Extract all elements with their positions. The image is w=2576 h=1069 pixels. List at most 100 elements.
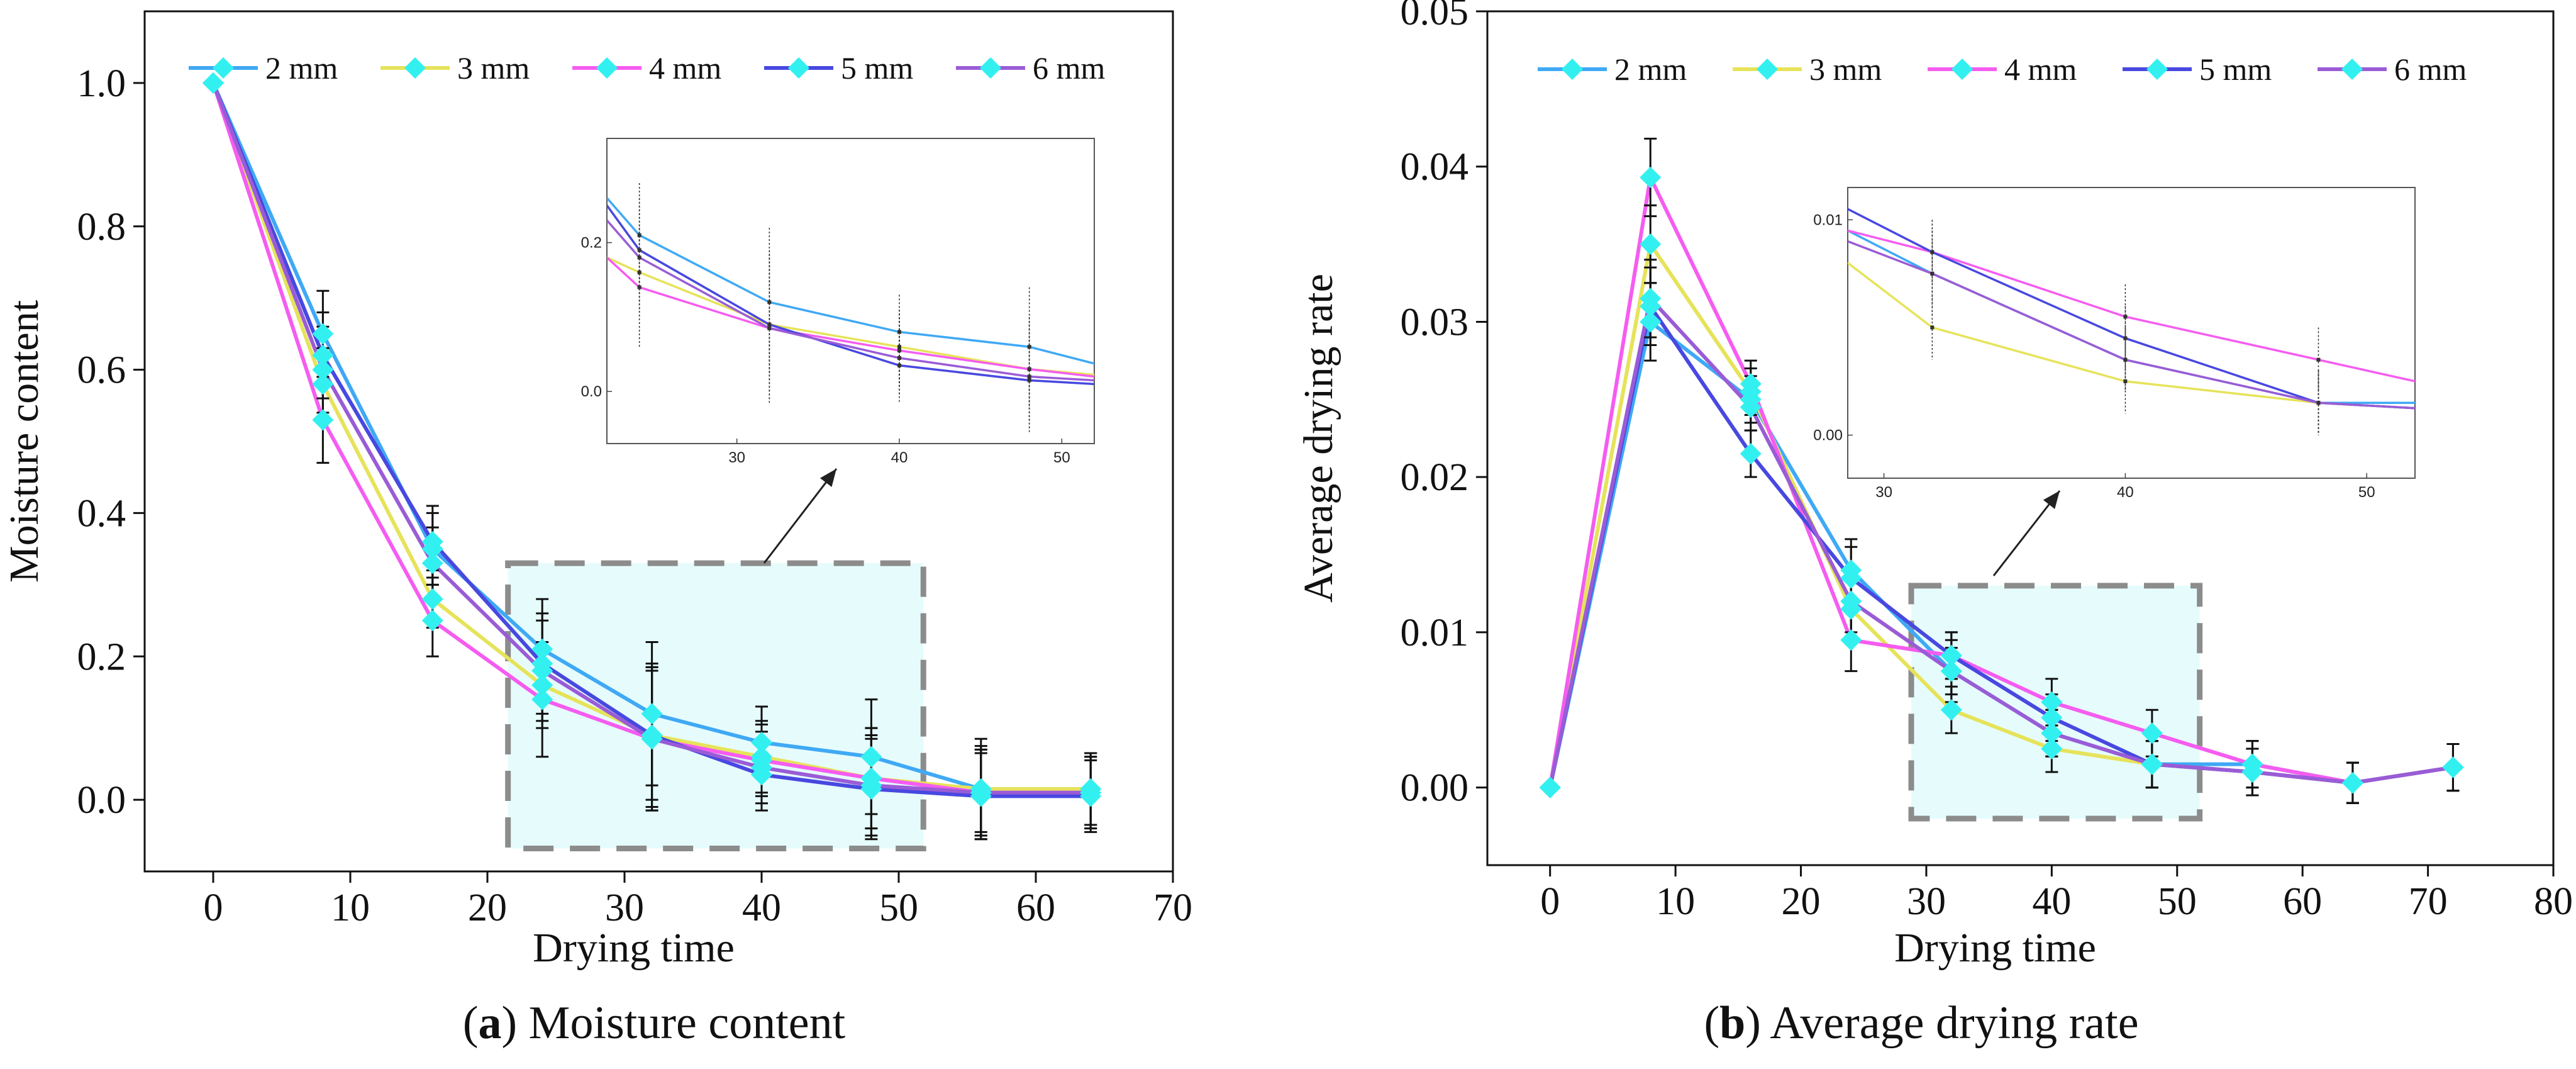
zoom-arrow-b <box>1992 490 2061 576</box>
x-tick-label-b: 50 <box>2158 880 2197 923</box>
y-tick-label-a: 0.0 <box>77 779 126 822</box>
inset-plot-b <box>1848 208 2415 435</box>
legend-label-a-5-mm: 5 mm <box>841 50 913 86</box>
data-point-b-2-mm <box>1640 311 1662 333</box>
inset-point-a-5-mm <box>1027 378 1031 383</box>
y-axis-title-b: Average drying rate <box>1296 274 1341 603</box>
y-tick-label-a: 0.6 <box>77 349 126 392</box>
inset-point-a-4-mm <box>897 349 901 353</box>
inset-point-a-4-mm <box>637 285 641 289</box>
y-tick-label-b: 0.00 <box>1401 767 1469 810</box>
data-point-b-3-mm <box>1940 699 1962 721</box>
inset-point-b-6-mm <box>2123 357 2128 362</box>
inset-x-tick-label-b: 30 <box>1875 484 1892 501</box>
inset-point-a-6-mm <box>897 355 901 360</box>
x-tick-label-a: 50 <box>879 887 918 929</box>
zoom-arrow-head-a <box>819 469 836 488</box>
data-point-b-6-mm <box>2041 722 2063 744</box>
data-point-a-2-mm <box>531 638 553 660</box>
legend-label-b-6-mm: 6 mm <box>2394 52 2467 87</box>
data-point-b-4-mm <box>2141 722 2163 744</box>
data-point-a-4-mm <box>312 409 334 431</box>
inset-y-tick-label-b: 0.01 <box>1813 211 1843 228</box>
inset-x-tick-label-a: 40 <box>891 449 908 466</box>
data-point-b-6-mm <box>1940 660 1962 682</box>
inset-x-tick-label-b: 50 <box>2358 484 2375 501</box>
inset-b: 30 40 50 0.00 0.01 <box>1813 187 2416 501</box>
legend-label-a-6-mm: 6 mm <box>1033 50 1105 86</box>
data-point-b-6-mm <box>2141 753 2163 775</box>
x-tick-label-b: 20 <box>1782 880 1821 923</box>
data-point-a-5-mm <box>421 530 443 552</box>
data-point-a-4-mm <box>531 688 553 710</box>
inset-y-tick-label-a: 0.2 <box>581 235 602 252</box>
caption-b-text: Average drying rate <box>1761 997 2139 1049</box>
legend-marker-b-2-mm <box>1562 59 1583 80</box>
data-point-a-5-mm <box>312 344 334 366</box>
plot-frame-a <box>143 10 1174 873</box>
inset-point-a-2-mm <box>897 330 901 334</box>
x-tick-label-a: 40 <box>742 887 781 929</box>
y-tick-label-b: 0.05 <box>1401 0 1469 33</box>
inset-point-a-4-mm <box>1027 367 1031 371</box>
data-point-b-6-mm <box>1740 396 1762 418</box>
data-point-a-6-mm <box>312 359 334 381</box>
inset-point-a-2-mm <box>1027 345 1031 349</box>
plot-frame-b <box>1486 10 2555 866</box>
legend-marker-a-6-mm <box>980 57 1001 79</box>
inset-y-tick-label-b: 0.00 <box>1813 427 1843 444</box>
x-tick-label-a: 60 <box>1016 887 1055 929</box>
inset-point-a-2-mm <box>767 300 772 305</box>
inset-y-tick-label-a: 0.0 <box>581 383 602 400</box>
inset-point-b-6-mm <box>2316 401 2321 405</box>
data-point-b-6-mm <box>2241 761 2263 783</box>
y-tick-label-a: 1.0 <box>77 62 126 105</box>
chart-average-drying-rate: 0 10 20 30 40 50 60 70 80 0.00 0.01 0.02 0.03 0.04 0.0… <box>1296 0 2573 971</box>
data-point-b-5-mm <box>1740 443 1762 465</box>
caption-a-text: Moisture content <box>517 997 845 1049</box>
y-tick-label-b: 0.02 <box>1401 456 1469 499</box>
data-point-a-2-mm <box>751 731 772 753</box>
highlight-box-a <box>505 560 926 852</box>
data-point-a-6-mm <box>203 72 224 94</box>
y-tick-label-a: 0.4 <box>77 492 126 535</box>
data-point-a-2-mm <box>641 703 663 725</box>
zoom-arrow-head-b <box>2043 491 2060 509</box>
y-tick-label-b: 0.01 <box>1401 612 1469 654</box>
data-point-a-2-mm <box>312 323 334 345</box>
inset-x-tick-label-a: 30 <box>728 449 745 466</box>
data-point-a-3-mm <box>531 674 553 696</box>
data-point-a-6-mm <box>860 775 882 797</box>
x-tick-label-b: 0 <box>1540 880 1560 923</box>
data-point-a-6-mm <box>970 781 992 803</box>
caption-b: (b) Average drying rate <box>1704 997 2138 1049</box>
inset-point-a-5-mm <box>897 363 901 367</box>
data-point-a-6-mm <box>751 756 772 778</box>
inset-point-b-5-mm <box>1930 250 1935 254</box>
x-tick-label-b: 80 <box>2534 880 2573 923</box>
data-point-a-6-mm <box>1080 781 1102 803</box>
x-tick-label-b: 40 <box>2032 880 2071 923</box>
inset-point-a-6-mm <box>637 255 641 260</box>
data-point-b-4-mm <box>1840 629 1862 651</box>
legend-marker-b-6-mm <box>2341 59 2363 80</box>
inset-point-a-5-mm <box>767 322 772 327</box>
inset-point-b-4-mm <box>2316 357 2321 362</box>
inset-x-tick-label-b: 40 <box>2117 484 2134 501</box>
x-tick-label-a: 10 <box>331 887 370 929</box>
x-tick-label-b: 30 <box>1907 880 1946 923</box>
legend-marker-b-5-mm <box>2146 59 2168 80</box>
zoom-arrow-a <box>763 468 838 564</box>
legend-label-a-3-mm: 3 mm <box>457 50 530 86</box>
legend-label-b-5-mm: 5 mm <box>2199 52 2272 87</box>
data-point-b-3-mm <box>2041 737 2063 759</box>
x-tick-label-a: 0 <box>204 887 223 929</box>
data-point-a-4-mm <box>421 610 443 632</box>
legend-marker-a-2-mm <box>213 57 234 79</box>
data-point-b-3-mm <box>1640 233 1662 255</box>
x-axis-title-b: Drying time <box>1894 925 2096 971</box>
series-line-b-6-mm <box>1548 296 2453 788</box>
inset-point-a-5-mm <box>637 248 641 252</box>
inset-point-a-3-mm <box>897 345 901 349</box>
